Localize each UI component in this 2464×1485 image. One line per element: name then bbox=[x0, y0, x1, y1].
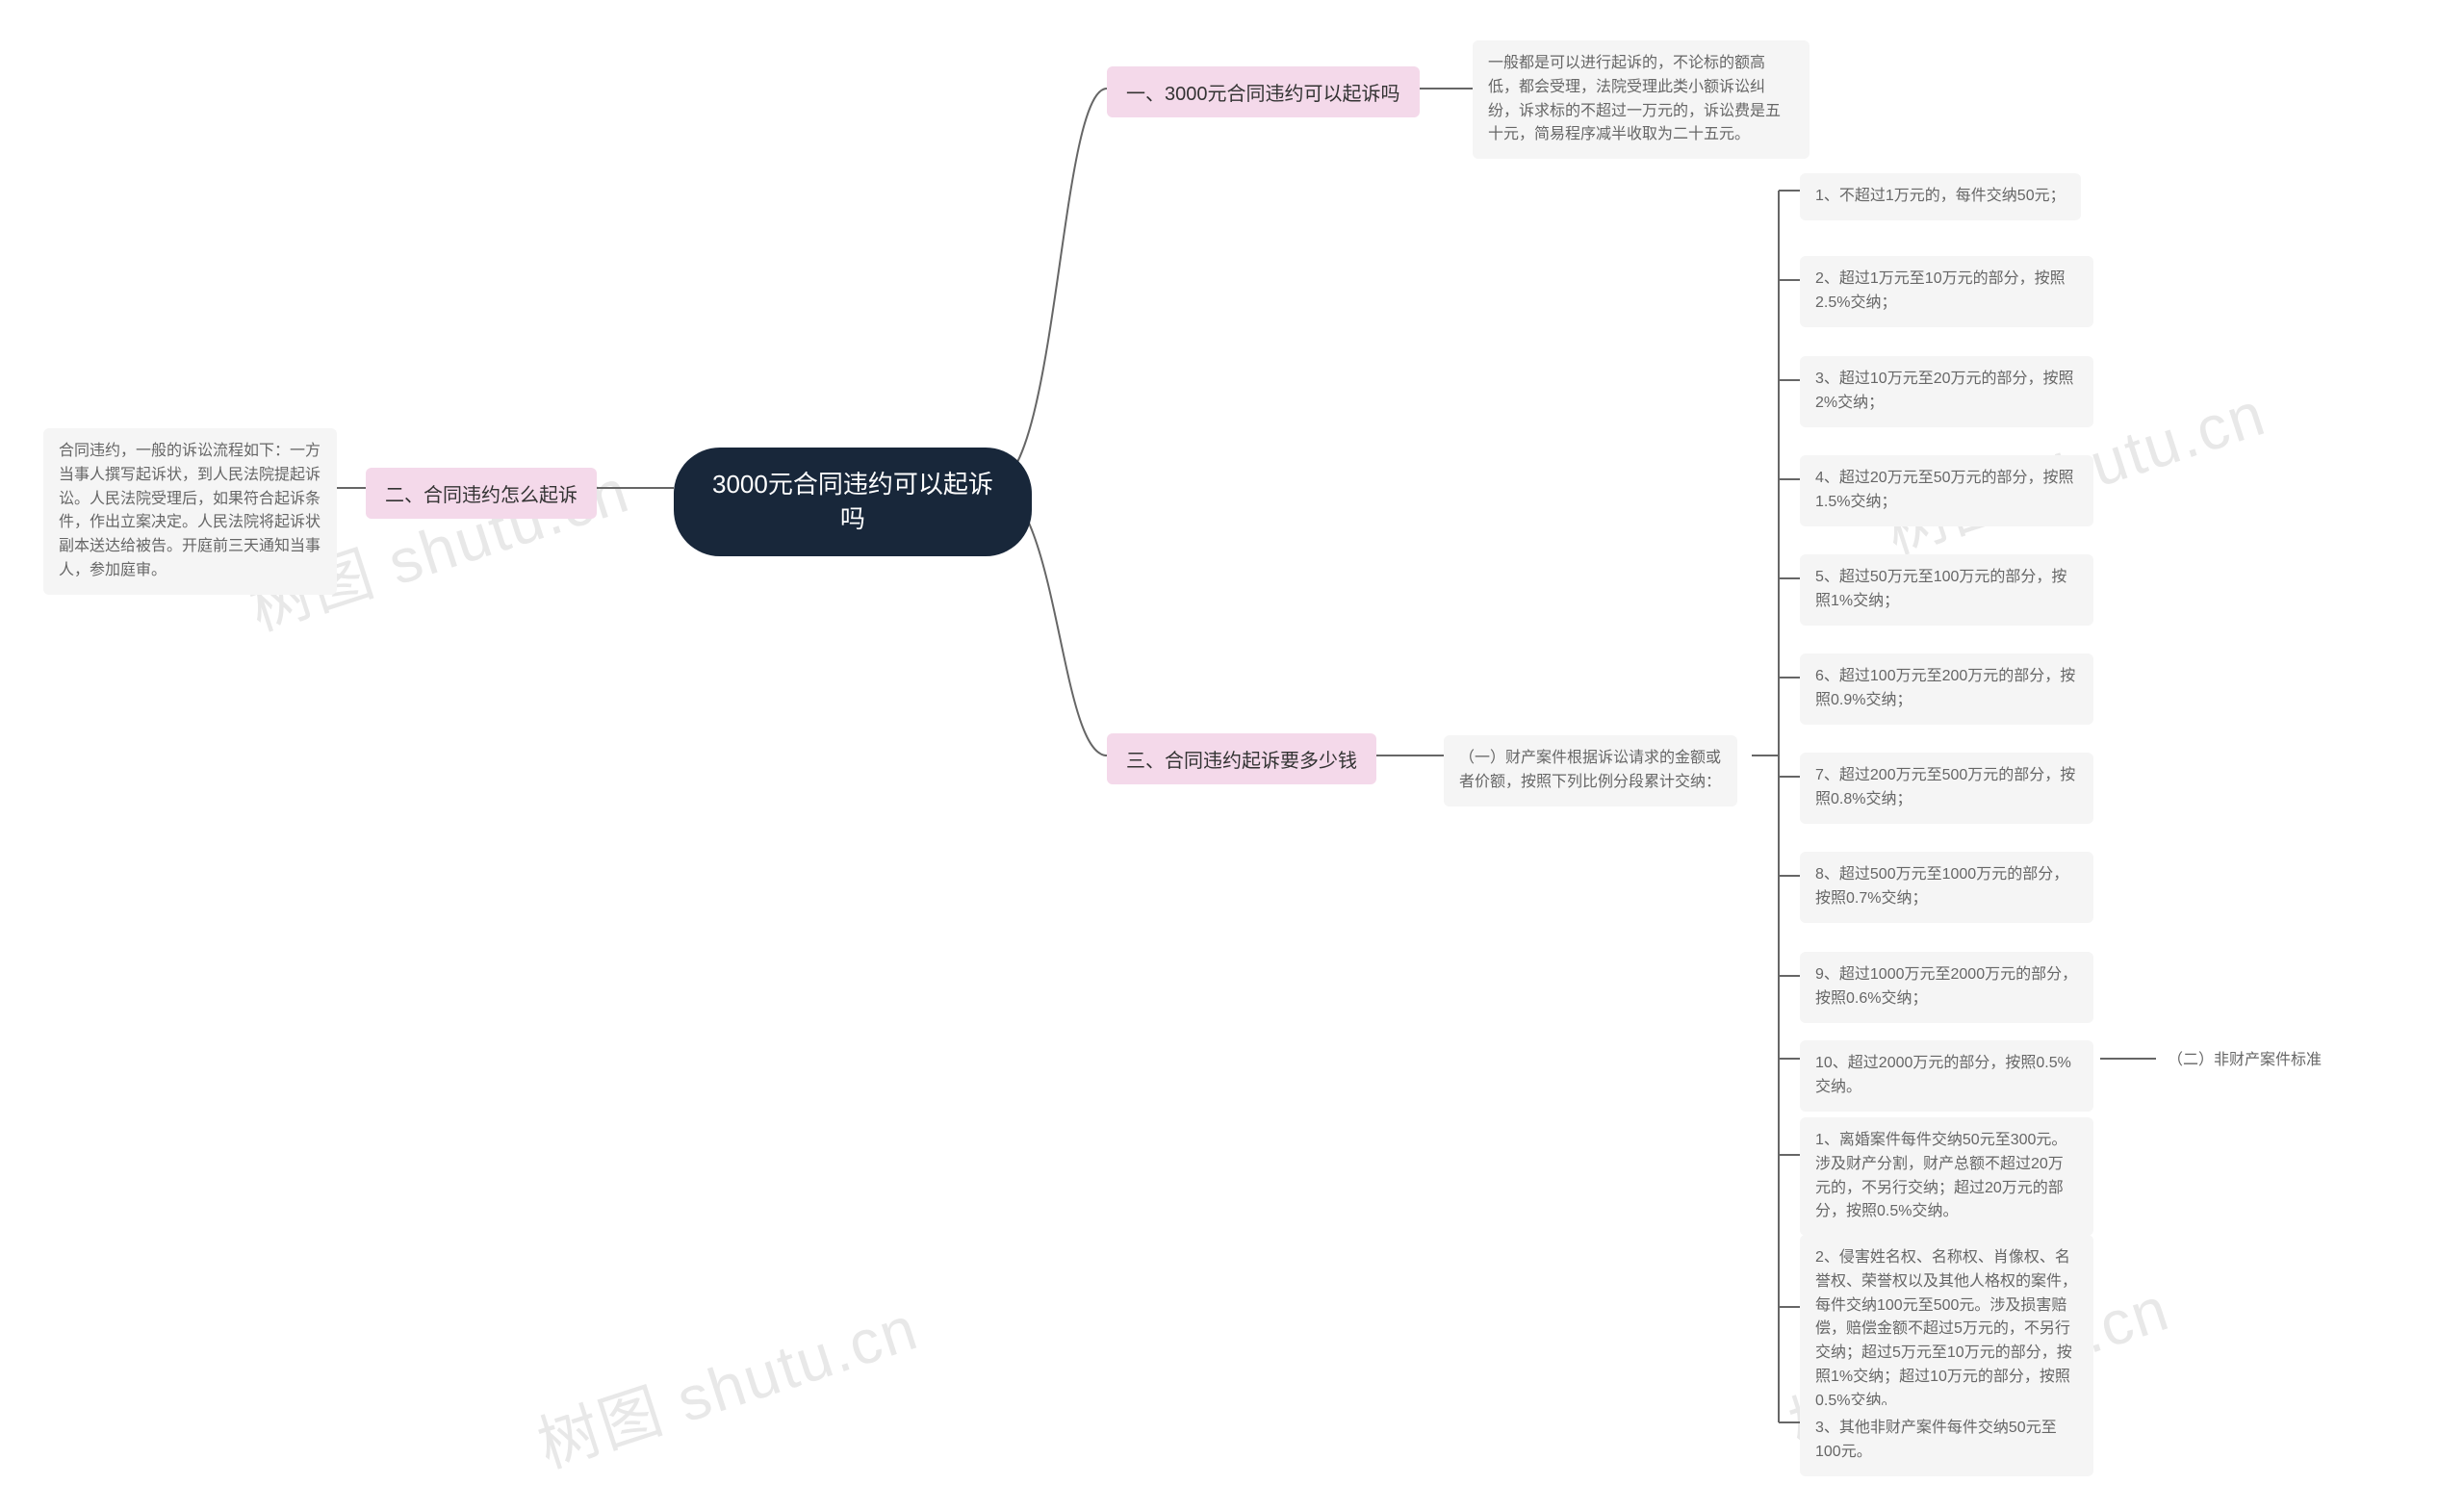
leaf-fee-4: 4、超过20万元至50万元的部分，按照1.5%交纳； bbox=[1800, 455, 2093, 526]
leaf-fee-5: 5、超过50万元至100万元的部分，按照1%交纳； bbox=[1800, 554, 2093, 626]
leaf-fee-2: 2、超过1万元至10万元的部分，按照2.5%交纳； bbox=[1800, 256, 2093, 327]
leaf-fee-3: 3、超过10万元至20万元的部分，按照2%交纳； bbox=[1800, 356, 2093, 427]
root-line1: 3000元合同违约可以起诉 bbox=[712, 470, 993, 499]
watermark: 树图 shutu.cn bbox=[526, 1279, 928, 1485]
leaf-divorce: 1、离婚案件每件交纳50元至300元。涉及财产分割，财产总额不超过20万元的，不… bbox=[1800, 1117, 2093, 1236]
leaf-infringe: 2、侵害姓名权、名称权、肖像权、名誉权、荣誉权以及其他人格权的案件，每件交纳10… bbox=[1800, 1235, 2093, 1425]
leaf-nonproperty-heading: （二）非财产案件标准 bbox=[2156, 1041, 2333, 1081]
leaf-b1-detail: 一般都是可以进行起诉的，不论标的额高低，都会受理，法院受理此类小额诉讼纠纷，诉求… bbox=[1473, 40, 1810, 159]
leaf-fee-10: 10、超过2000万元的部分，按照0.5%交纳。 bbox=[1800, 1040, 2093, 1112]
branch-2: 二、合同违约怎么起诉 bbox=[366, 468, 597, 519]
leaf-fee-6: 6、超过100万元至200万元的部分，按照0.9%交纳； bbox=[1800, 653, 2093, 725]
leaf-property-intro: （一）财产案件根据诉讼请求的金额或者价额，按照下列比例分段累计交纳： bbox=[1444, 735, 1737, 807]
leaf-fee-7: 7、超过200万元至500万元的部分，按照0.8%交纳； bbox=[1800, 753, 2093, 824]
branch-3: 三、合同违约起诉要多少钱 bbox=[1107, 733, 1376, 784]
root-line2: 吗 bbox=[840, 504, 865, 533]
root-node: 3000元合同违约可以起诉 吗 bbox=[674, 448, 1032, 556]
leaf-fee-9: 9、超过1000万元至2000万元的部分，按照0.6%交纳； bbox=[1800, 952, 2093, 1023]
leaf-fee-8: 8、超过500万元至1000万元的部分，按照0.7%交纳； bbox=[1800, 852, 2093, 923]
connector-lines bbox=[0, 0, 2464, 1464]
leaf-fee-1: 1、不超过1万元的，每件交纳50元； bbox=[1800, 173, 2081, 220]
leaf-b2-detail: 合同违约，一般的诉讼流程如下：一方当事人撰写起诉状，到人民法院提起诉讼。人民法院… bbox=[43, 428, 337, 595]
branch-1: 一、3000元合同违约可以起诉吗 bbox=[1107, 66, 1420, 117]
leaf-other: 3、其他非财产案件每件交纳50元至100元。 bbox=[1800, 1405, 2093, 1476]
